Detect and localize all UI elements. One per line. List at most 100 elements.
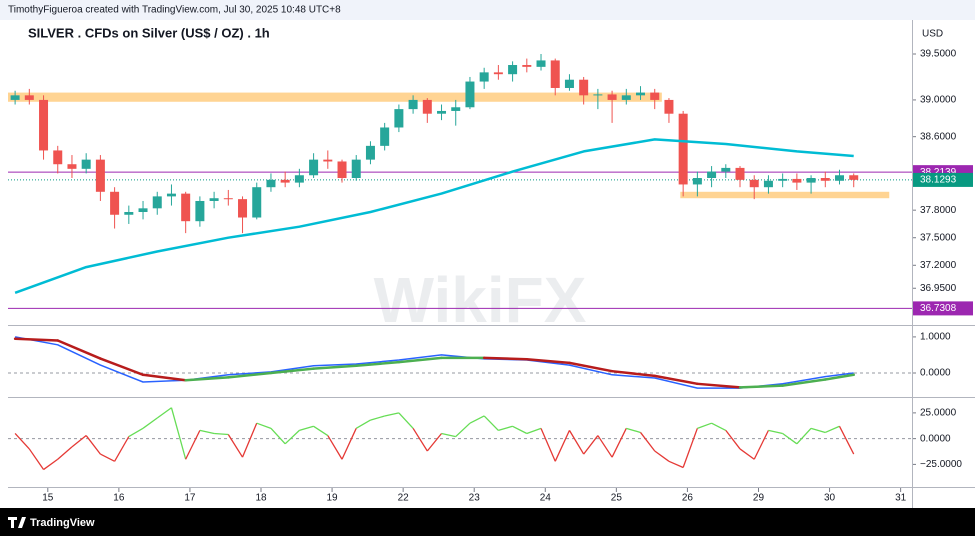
currency-label: USD	[922, 29, 943, 40]
zone	[8, 92, 662, 102]
zone	[680, 191, 890, 199]
candle-body	[636, 92, 646, 96]
candle-body	[835, 175, 845, 181]
y-tick-label: 37.2000	[920, 260, 957, 271]
candle-body	[593, 94, 603, 96]
candle-body	[522, 65, 532, 67]
oscillator-segment	[796, 427, 812, 445]
signal-segment	[482, 356, 529, 361]
candle-body	[692, 178, 702, 185]
oscillator-segment	[14, 433, 30, 450]
candle-body	[223, 198, 233, 200]
oscillator-segment	[782, 432, 798, 445]
oscillator-segment	[483, 415, 499, 431]
candle-body	[678, 113, 688, 185]
candle-body	[81, 159, 91, 169]
candle-body	[24, 95, 34, 100]
oscillator-segment	[426, 433, 443, 452]
signal-segment	[397, 356, 443, 364]
oscillator-segment	[214, 432, 229, 436]
candle-body	[195, 200, 205, 222]
signal-segment	[312, 364, 358, 370]
oscillator-segment	[654, 450, 670, 462]
footer-text: TradingView	[30, 517, 95, 529]
signal-segment	[653, 374, 699, 386]
candle-body	[181, 193, 191, 222]
oscillator-segment	[825, 425, 840, 434]
signal-segment	[696, 382, 742, 389]
oscillator-segment	[199, 429, 215, 435]
candle-body	[664, 99, 674, 114]
oscillator-segment	[71, 435, 87, 448]
candle-body	[380, 127, 390, 146]
signal-segment	[525, 358, 571, 365]
y-tick-label: 0.0000	[920, 433, 951, 444]
price-tag	[913, 301, 973, 316]
candle-body	[849, 175, 859, 180]
oscillator-segment	[85, 435, 101, 455]
oscillator-segment	[568, 430, 585, 455]
y-tick-label: 39.5000	[920, 49, 957, 60]
candle-body	[10, 95, 20, 100]
candle-body	[465, 81, 475, 108]
candle-body	[564, 79, 574, 88]
oscillator-segment	[540, 428, 556, 462]
oscillator-segment	[469, 415, 485, 424]
oscillator-segment	[327, 435, 343, 460]
oscillator-segment	[100, 453, 115, 462]
candle-body	[280, 179, 290, 183]
x-tick-label: 17	[184, 493, 196, 504]
oscillator-segment	[384, 412, 400, 417]
oscillator-segment	[142, 417, 158, 429]
signal-segment	[354, 360, 401, 368]
candle-body	[508, 65, 518, 75]
oscillator-segment	[156, 407, 172, 419]
y-tick-label: 0.0000	[920, 368, 951, 379]
oscillator-segment	[227, 434, 244, 458]
candle-body	[110, 191, 120, 215]
oscillator-segment	[753, 430, 770, 460]
oscillator-segment	[370, 415, 385, 421]
candle-body	[67, 164, 77, 169]
candle-body	[650, 92, 660, 100]
y-tick-label: 39.0000	[920, 95, 957, 106]
header-text: TimothyFigueroa created with TradingView…	[8, 5, 341, 16]
x-tick-label: 16	[113, 493, 125, 504]
signal-segment	[13, 337, 59, 342]
macd-line	[14, 336, 854, 389]
oscillator-segment	[170, 407, 187, 460]
y-tick-label: 1.0000	[920, 332, 951, 343]
candle-body	[792, 178, 802, 183]
candle-body	[493, 72, 503, 75]
candle-body	[408, 99, 418, 110]
header-bar	[0, 0, 975, 20]
y-tick-label: 37.8000	[920, 205, 957, 216]
signal-segment	[824, 373, 855, 381]
oscillator-segment	[28, 448, 45, 470]
candle-body	[735, 167, 745, 180]
candle-body	[749, 179, 759, 188]
candle-body	[39, 99, 49, 151]
oscillator-pane	[8, 407, 912, 471]
candle-body	[166, 193, 176, 197]
oscillator-segment	[526, 427, 542, 435]
y-tick-label: 37.5000	[920, 232, 957, 243]
oscillator-segment	[284, 429, 300, 445]
candle-body	[778, 178, 788, 181]
candle-body	[95, 159, 105, 192]
oscillator-segment	[697, 422, 712, 429]
candle-body	[422, 99, 432, 114]
oscillator-segment	[270, 427, 286, 445]
oscillator-segment	[739, 448, 755, 460]
x-tick-label: 31	[895, 493, 907, 504]
candle-body	[707, 171, 717, 179]
oscillator-segment	[299, 425, 314, 432]
oscillator-segment	[412, 427, 428, 452]
watermark: WikiFX	[374, 264, 587, 336]
price-pane	[8, 53, 912, 309]
candle-body	[721, 167, 731, 172]
oscillator-segment	[711, 422, 727, 431]
y-tick-label: 38.6000	[920, 131, 957, 142]
candle-body	[266, 179, 276, 188]
price-tag	[913, 172, 973, 187]
